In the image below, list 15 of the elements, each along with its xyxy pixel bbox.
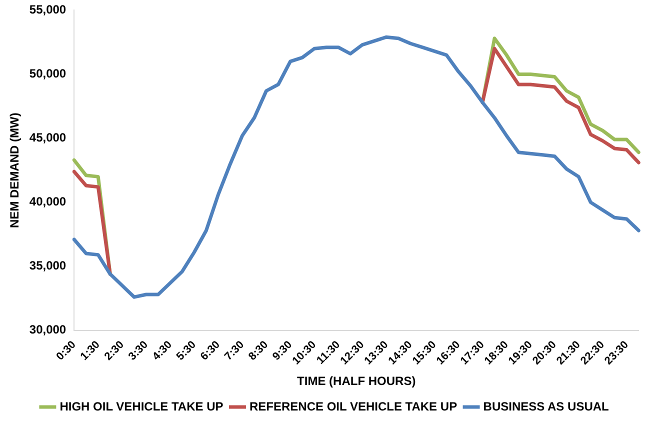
legend-label: BUSINESS AS USUAL [483,399,609,414]
x-axis-title: TIME (HALF HOURS) [297,374,416,388]
y-tick-label: 55,000 [29,2,66,17]
x-tick-label: 6:30 [198,338,223,363]
y-tick-label: 40,000 [29,194,66,209]
x-tick-label: 7:30 [222,338,247,363]
x-tick-label: 4:30 [150,338,174,363]
y-axis-title: NEM DEMAND (MW) [8,112,22,228]
y-tick-label: 30,000 [29,322,66,337]
y-tick-label: 45,000 [29,130,66,145]
legend-label: HIGH OIL VEHICLE TAKE UP [60,399,224,414]
y-tick-label: 50,000 [29,66,66,81]
x-tick-label: 0:30 [54,338,78,363]
legend-label: REFERENCE OIL VEHICLE TAKE UP [249,399,458,414]
y-tick-label: 35,000 [29,258,66,273]
